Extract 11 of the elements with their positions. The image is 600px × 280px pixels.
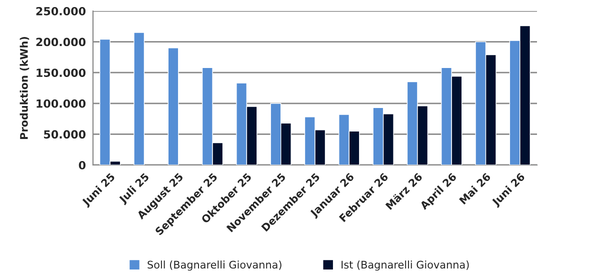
legend-label: Ist (Bagnarelli Giovanna) (342, 260, 469, 271)
y-axis-title: Produktion (kWh) (20, 36, 30, 139)
y-tick-label: 50.000 (44, 130, 86, 139)
y-tick-label: 200.000 (36, 38, 86, 46)
y-tick-label: 250.000 (36, 6, 86, 16)
y-tick-label: 150.000 (36, 68, 86, 77)
y-tick-label: 100.000 (36, 99, 86, 108)
legend-label: Soll (Bagnarelli Giovanna) (148, 260, 282, 271)
bar (134, 32, 145, 165)
y-tick-label: 0 (78, 160, 86, 170)
bar (168, 48, 179, 165)
